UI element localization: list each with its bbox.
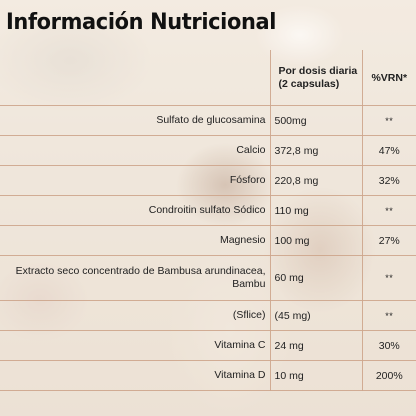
row-vrn: 47% [362,135,416,166]
table-row: Condroitin sulfato Sódico 110 mg ** [0,195,416,226]
header-vrn: %VRN* [362,50,416,106]
table-row: Fósforo 220,8 mg 32% [0,165,416,196]
row-name: Extracto seco concentrado de Bambusa aru… [0,255,271,301]
row-name: Magnesio [0,225,271,256]
row-name: Calcio [0,135,271,166]
row-name: Condroitin sulfato Sódico [0,195,271,226]
table-row: Calcio 372,8 mg 47% [0,135,416,166]
row-vrn-value: ** [385,273,394,283]
header-dose-line2: (2 capsulas) [278,77,340,90]
row-vrn: ** [362,300,416,331]
row-vrn: ** [362,105,416,136]
header-name [0,50,271,106]
row-vrn-value: ** [385,115,394,126]
row-vrn: 200% [362,360,416,391]
row-dose: 372,8 mg [270,135,363,166]
row-vrn: 27% [362,225,416,256]
row-name: Vitamina C [0,330,271,361]
row-vrn: ** [362,255,416,301]
page-title: Información Nutricional [6,9,277,35]
row-vrn: 32% [362,165,416,196]
table-row: Sulfato de glucosamina 500mg ** [0,105,416,136]
row-vrn-value: ** [385,205,394,216]
header-dose-line1: Por dosis diaria [278,64,358,77]
row-dose: 220,8 mg [270,165,363,196]
header-dose: Por dosis diaria (2 capsulas) [270,50,363,106]
row-dose: (45 mg) [270,300,363,331]
row-dose: 110 mg [270,195,363,226]
row-dose: 60 mg [270,255,363,301]
row-vrn-value: ** [385,310,394,321]
table-row: Vitamina D 10 mg 200% [0,360,416,391]
table-row: Magnesio 100 mg 27% [0,225,416,256]
row-name: Sulfato de glucosamina [0,105,271,136]
row-name: (Sflice) [0,300,271,331]
nutrition-table: Por dosis diaria (2 capsulas) %VRN* Sulf… [0,50,416,391]
row-vrn: 30% [362,330,416,361]
table-header-row: Por dosis diaria (2 capsulas) %VRN* [0,50,416,106]
row-name: Vitamina D [0,360,271,391]
table-row: (Sflice) (45 mg) ** [0,300,416,331]
row-dose: 100 mg [270,225,363,256]
row-dose: 500mg [270,105,363,136]
table-row: Vitamina C 24 mg 30% [0,330,416,361]
row-name: Fósforo [0,165,271,196]
row-dose: 24 mg [270,330,363,361]
table-row: Extracto seco concentrado de Bambusa aru… [0,255,416,301]
row-dose: 10 mg [270,360,363,391]
row-vrn: ** [362,195,416,226]
